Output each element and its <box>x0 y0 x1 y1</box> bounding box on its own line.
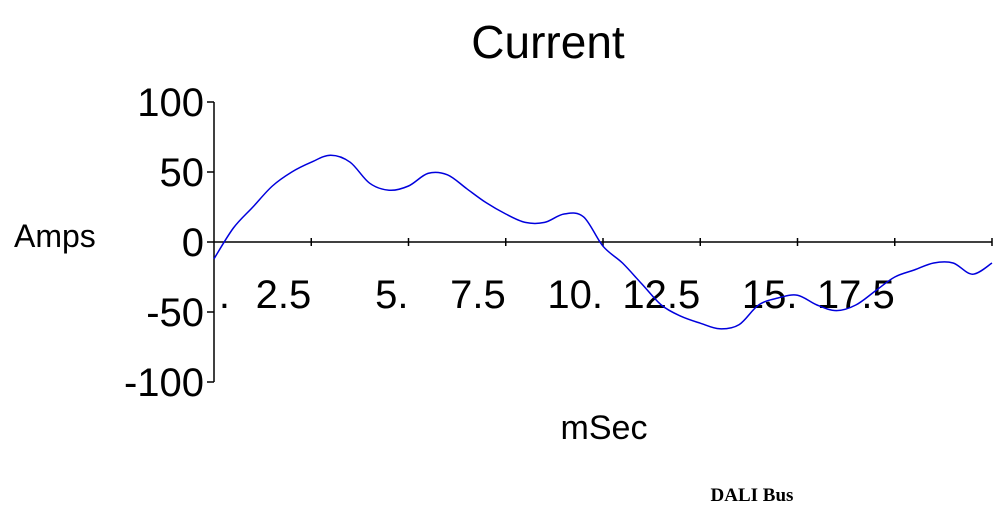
x-origin-label: . <box>219 273 230 317</box>
x-tick-label: 2.5 <box>256 273 312 317</box>
chart-caption: DALI Bus <box>711 485 794 506</box>
y-tick-label: 100 <box>137 81 204 125</box>
series-layer <box>213 154 993 330</box>
y-tick-label: 0 <box>182 221 204 265</box>
x-tick-label: 12.5 <box>622 273 700 317</box>
y-tick-label: -50 <box>146 291 204 335</box>
y-axis-label: Amps <box>14 218 96 254</box>
x-tick-label: 5. <box>375 273 408 317</box>
x-axis-label: mSec <box>561 409 648 447</box>
x-tick-label: 10. <box>547 273 603 317</box>
chart-title: Current <box>471 16 625 68</box>
y-tick-label: -100 <box>124 361 204 405</box>
x-tick-label: 17.5 <box>817 273 895 317</box>
current-series-line <box>213 154 993 330</box>
y-tick-label: 50 <box>160 151 205 195</box>
x-tick-label: 7.5 <box>450 273 506 317</box>
y-ticks: 100 50 0 -50 -100 <box>124 81 214 405</box>
